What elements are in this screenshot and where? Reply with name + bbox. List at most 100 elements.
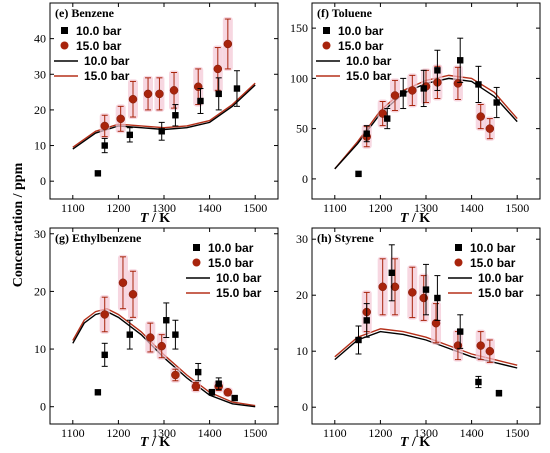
x-axis-label-top-right: T / K [400,211,430,226]
data-point-10bar [355,170,362,178]
x-axis-label-var: T [140,435,150,450]
data-point-15bar [223,388,233,397]
data-point-10bar [158,128,165,135]
y-tick-label: 50 [296,122,308,136]
x-tick-label: 1500 [505,426,529,440]
y-tick-label: 30 [34,227,46,241]
x-tick-label: 1200 [368,201,392,215]
x-tick-label: 1100 [61,201,85,215]
data-point-15bar [213,64,223,74]
y-tick-label: 20 [296,288,308,302]
data-point-10bar [215,90,222,98]
legend-label: 10.0 bar [76,24,122,38]
y-tick-label: 30 [296,232,308,246]
data-point-10bar [420,85,427,92]
x-axis-label-bottom-right: T / K [400,435,430,450]
data-point-10bar [495,390,503,397]
x-tick-label: 1400 [460,201,484,215]
x-axis-label-var: T [400,435,410,450]
data-point-10bar [475,81,482,88]
y-tick-label: 150 [290,21,308,35]
legend-label: 10.0 bar [84,54,130,68]
data-point-15bar [118,278,128,288]
data-point-15bar [390,91,400,100]
x-axis-label-top: T / K [140,211,170,226]
legend-marker-15bar [322,41,331,50]
y-tick-label: 0 [40,174,46,188]
y-tick-label: 20 [34,103,46,117]
data-point-10bar [384,115,391,122]
data-point-15bar [223,39,233,49]
data-point-10bar [197,97,204,105]
chart-panel-styrene: 1100 1200 1300 1400 1500 0 10 20 30 (h) Styrene 10… [296,227,541,440]
x-axis-label-var: T [140,211,150,226]
model-curve-15bar [72,307,256,407]
data-point-10bar [94,170,102,177]
data-point-15bar [485,124,495,133]
y-tick-label: 10 [34,139,46,153]
legend-label: 15.0 bar [470,256,516,270]
data-point-15bar [100,310,109,319]
x-tick-label: 1500 [505,201,529,215]
data-point-10bar [363,317,370,324]
x-tick-label: 1300 [152,426,176,440]
legend-label: 10.0 bar [346,54,392,68]
data-point-10bar [94,389,102,396]
panel-title: (h) Styrene [317,231,374,245]
data-point-10bar [434,67,441,74]
y-axis-label: Concentration / ppm [11,162,26,287]
data-point-15bar [193,82,203,91]
x-tick-label: 1200 [368,426,392,440]
legend-marker-15bar [60,41,69,50]
data-point-10bar [126,131,133,139]
data-point-10bar [355,336,362,344]
model-curve-10bar [72,310,256,408]
data-point-10bar [215,380,222,387]
data-point-15bar [378,282,387,292]
data-point-15bar [146,333,155,342]
legend-label: 15.0 bar [338,39,384,53]
legend-marker-15bar [192,258,201,267]
y-tick-label: 20 [34,284,46,298]
data-point-15bar [390,282,400,292]
y-tick-label: 0 [302,400,308,414]
legend-marker-10bar [455,244,462,251]
data-point-10bar [208,389,216,396]
y-tick-label: 10 [34,342,46,356]
y-tick-label: 30 [34,67,46,81]
y-tick-label: 40 [34,32,46,46]
x-tick-label: 1500 [243,201,267,215]
panel-title: (e) Benzene [55,6,115,20]
x-tick-label: 1100 [323,426,347,440]
data-point-15bar [171,370,180,380]
data-point-15bar [100,121,109,131]
x-axis-label-bottom: T / K [140,435,170,450]
y-tick-label: 0 [40,400,46,414]
data-point-15bar [116,114,125,124]
data-point-15bar [128,290,138,299]
data-point-15bar [476,112,485,121]
legend-label: 15.0 bar [216,286,262,300]
x-axis-label-var: T [400,211,410,226]
x-axis-label-unit: / K [148,435,170,450]
data-point-10bar [388,269,395,276]
x-axis-label-unit: / K [148,211,170,226]
data-point-10bar [457,328,464,335]
data-point-10bar [422,286,430,293]
data-point-10bar [172,331,179,338]
data-point-10bar [475,378,482,386]
y-tick-label: 100 [290,71,308,85]
legend-label: 15.0 bar [84,69,130,83]
data-point-10bar [233,85,241,92]
legend-label: 15.0 bar [208,256,254,270]
chart-panel-toluene: 1100 1200 1300 1400 1500 0 50 100 150 (f) Toluene… [290,2,541,215]
panel-title: (g) Ethylbenzene [55,231,142,245]
x-axis-label-unit: / K [408,435,430,450]
x-axis-label-unit: / K [408,211,430,226]
data-point-10bar [172,112,179,119]
data-point-10bar [400,90,407,97]
